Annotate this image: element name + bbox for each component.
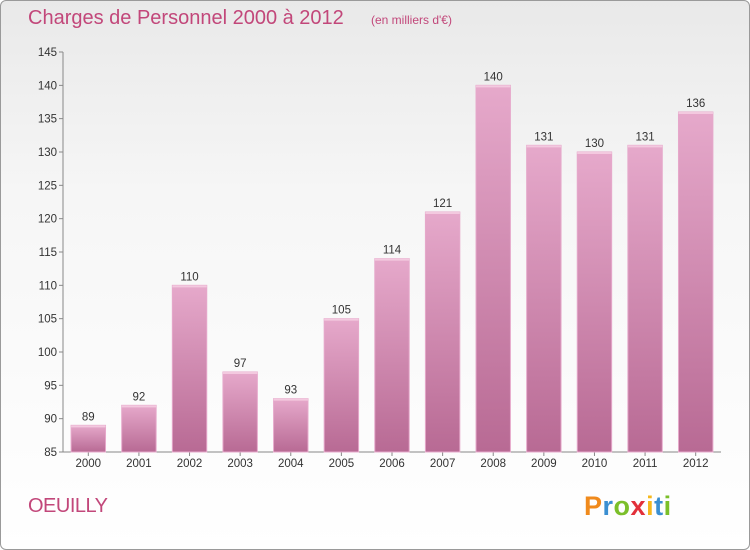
chart-labels: 89 2000 92 2001 110 2002 97 2003 93 2004 105 2005 11…: [76, 71, 709, 470]
bar-2001: [121, 404, 157, 453]
value-label-2012: 136: [686, 98, 705, 110]
value-label-2010: 130: [585, 138, 604, 150]
value-label-2005: 105: [332, 305, 351, 317]
bar-2012: [677, 111, 714, 453]
value-label-2006: 114: [383, 245, 402, 257]
bar-2002: [171, 284, 208, 453]
y-tick-label: 85: [44, 447, 57, 459]
bar-2005: [323, 318, 360, 453]
y-tick-label: 90: [44, 414, 57, 426]
proxiti-logo: Proxiti: [584, 491, 672, 522]
y-tick-label: 100: [38, 347, 57, 359]
x-tick-label-2008: 2008: [480, 458, 506, 470]
value-label-2003: 97: [234, 358, 247, 370]
y-tick-label: 115: [39, 247, 57, 259]
x-tick-label-2005: 2005: [329, 458, 355, 470]
commune-name: OEUILLY: [28, 495, 108, 517]
y-tick-label: 140: [38, 80, 57, 92]
logo-letter: P: [584, 491, 603, 521]
x-tick-label-2002: 2002: [177, 458, 203, 470]
bar-2007: [424, 211, 461, 453]
value-label-2007: 121: [433, 198, 452, 210]
bar-2010: [576, 151, 613, 453]
value-label-2004: 93: [284, 385, 297, 397]
chart-title: Charges de Personnel 2000 à 2012: [28, 7, 344, 29]
x-tick-label-2004: 2004: [278, 458, 304, 470]
value-label-2002: 110: [180, 271, 198, 283]
bar-2000: [70, 424, 107, 453]
x-tick-label-2001: 2001: [126, 458, 152, 470]
bar-2006: [374, 258, 410, 453]
x-tick-label-2006: 2006: [379, 458, 405, 470]
value-label-2001: 92: [133, 391, 146, 403]
x-tick-label-2000: 2000: [76, 458, 102, 470]
bar-2004: [273, 398, 309, 453]
bar-2009: [526, 144, 562, 453]
bar-2011: [627, 144, 663, 453]
logo-letter: x: [630, 491, 647, 521]
y-tick-label: 95: [44, 380, 57, 392]
y-tick-label: 120: [38, 214, 57, 226]
x-tick-label-2011: 2011: [633, 458, 658, 470]
y-tick-label: 135: [38, 114, 57, 126]
value-label-2008: 140: [484, 71, 503, 83]
y-tick-label: 105: [38, 314, 57, 326]
logo-letter: r: [602, 491, 614, 521]
y-tick-label: 145: [38, 47, 57, 59]
x-tick-label-2007: 2007: [430, 458, 456, 470]
value-label-2009: 131: [534, 131, 553, 143]
x-tick-label-2009: 2009: [531, 458, 557, 470]
y-tick-label: 125: [38, 180, 57, 192]
logo-letter: i: [646, 491, 655, 521]
y-tick-label: 130: [38, 147, 57, 159]
value-label-2011: 131: [635, 131, 654, 143]
logo-letter: i: [663, 491, 672, 521]
logo-letter: o: [613, 491, 631, 521]
chart-unit-label: (en milliers d'€): [371, 13, 452, 27]
bar-2008: [475, 84, 511, 453]
bar-2003: [222, 371, 258, 453]
x-tick-label-2010: 2010: [582, 458, 608, 470]
x-tick-label-2003: 2003: [227, 458, 253, 470]
chart-bars: [70, 84, 714, 453]
x-tick-label-2012: 2012: [683, 458, 709, 470]
value-label-2000: 89: [82, 411, 95, 423]
y-tick-label: 110: [39, 280, 57, 292]
logo-letter: t: [654, 491, 664, 521]
